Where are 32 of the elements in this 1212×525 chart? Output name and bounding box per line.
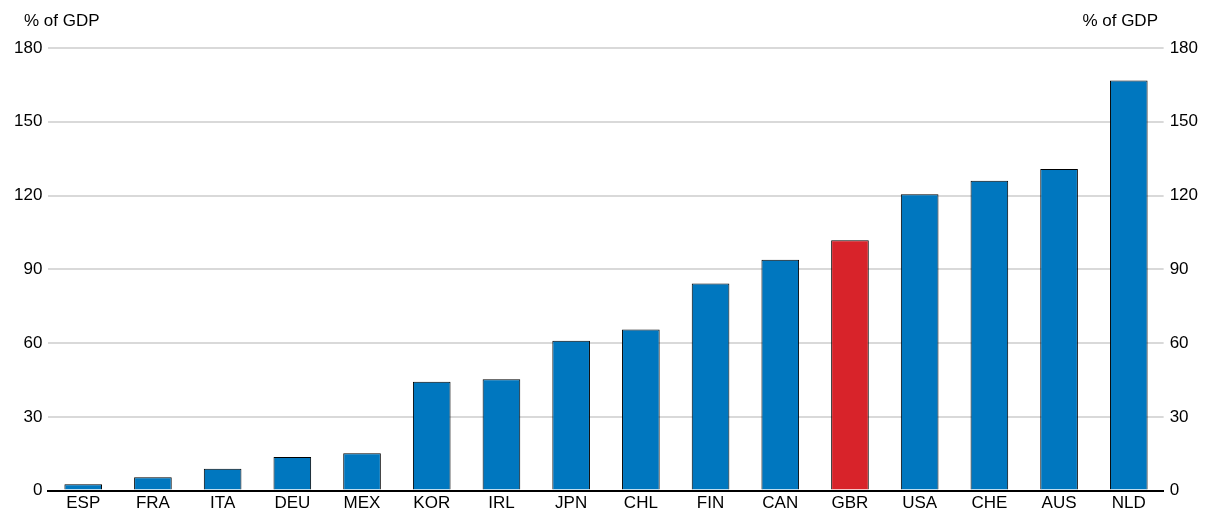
x-tick-label: GBR bbox=[831, 493, 869, 513]
x-tick-label: NLD bbox=[1111, 493, 1146, 513]
x-tick-label: USA bbox=[902, 493, 938, 513]
x-tick-label: ESP bbox=[66, 493, 101, 513]
x-tick-label: AUS bbox=[1041, 493, 1077, 513]
y2-axis-title: % of GDP bbox=[1082, 11, 1158, 31]
y-tick-label: 60 bbox=[23, 332, 43, 352]
x-tick-label: DEU bbox=[274, 493, 311, 513]
x-tick-label: FRA bbox=[135, 493, 171, 513]
y2-tick-label: 0 bbox=[1169, 480, 1180, 500]
y2-tick-label: 90 bbox=[1169, 258, 1189, 278]
y2-tick-label: 180 bbox=[1169, 37, 1199, 57]
x-tick-label: MEX bbox=[343, 493, 381, 513]
y2-tick-label: 150 bbox=[1169, 111, 1199, 131]
x-tick-label: ITA bbox=[210, 493, 236, 513]
x-tick-label: CAN bbox=[762, 493, 799, 513]
y-tick-label: 120 bbox=[13, 185, 43, 205]
y2-tick-label: 30 bbox=[1169, 406, 1189, 426]
x-tick-label: CHE bbox=[971, 493, 1008, 513]
x-tick-label: KOR bbox=[413, 493, 451, 513]
y-tick-label: 150 bbox=[13, 111, 43, 131]
x-tick-label: JPN bbox=[555, 493, 588, 513]
y-tick-label: 30 bbox=[23, 406, 43, 426]
y-axis-title: % of GDP bbox=[24, 11, 100, 31]
y2-tick-label: 120 bbox=[1169, 185, 1199, 205]
x-tick-label: IRL bbox=[488, 493, 515, 513]
y-tick-label: 90 bbox=[23, 258, 43, 278]
y-tick-label: 180 bbox=[13, 37, 43, 57]
x-tick-label: FIN bbox=[696, 493, 725, 513]
y2-tick-label: 60 bbox=[1169, 332, 1189, 352]
y-tick-label: 0 bbox=[32, 480, 43, 500]
x-tick-label: CHL bbox=[623, 493, 658, 513]
